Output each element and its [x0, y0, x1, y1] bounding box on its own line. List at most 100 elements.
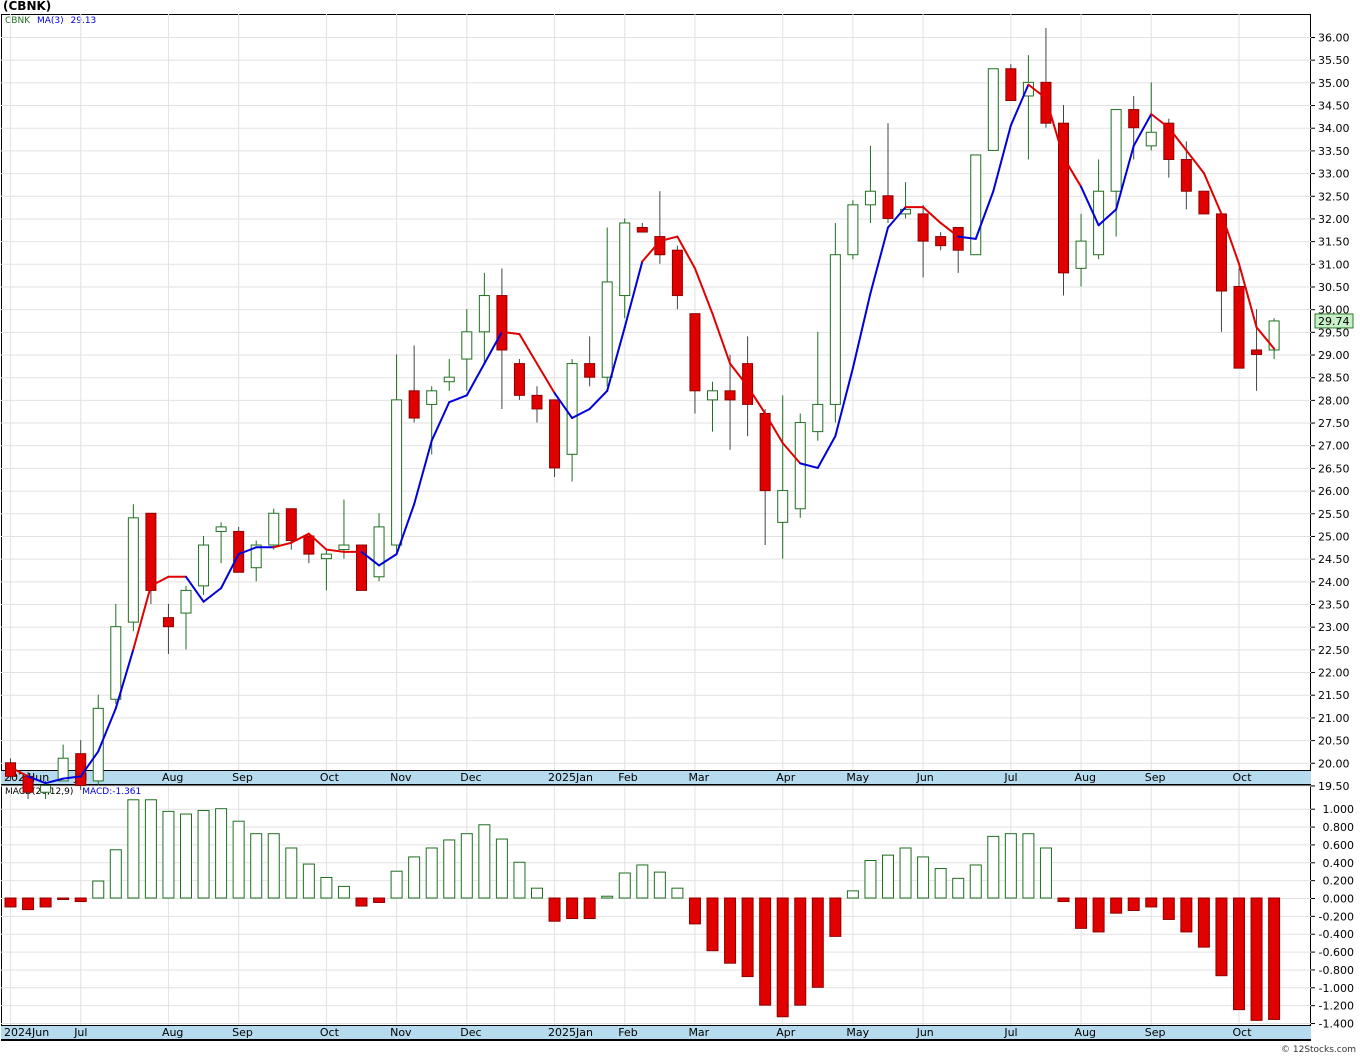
price-y-tick-label: 26.00 — [1318, 485, 1350, 498]
candle — [566, 359, 578, 482]
macd-bar — [566, 897, 579, 920]
price-x-tick-label: Oct — [320, 771, 340, 784]
macd-bar — [443, 839, 456, 899]
price-x-tick-label: Dec — [460, 771, 481, 784]
candle-body — [478, 295, 490, 333]
macd-bar — [144, 799, 157, 899]
price-date-axis — [1, 770, 1311, 785]
macd-y-tick-label: 0.800 — [1323, 821, 1355, 834]
ma3-segment — [974, 190, 995, 240]
macd-y-tick-label: 0.600 — [1323, 839, 1355, 852]
candle — [812, 331, 824, 441]
candle-body — [689, 313, 701, 392]
macd-bar — [1233, 897, 1245, 1011]
candle-body — [1180, 158, 1192, 192]
candle — [549, 399, 561, 477]
candle-body — [794, 422, 806, 510]
macd-x-tick-label: Sep — [1145, 1026, 1166, 1039]
legend-symbol: CBNK — [5, 16, 31, 26]
price-y-tick-label: 36.00 — [1318, 32, 1350, 45]
candle — [829, 222, 841, 423]
price-legend: CBNK MA(3) 29.13 — [5, 16, 96, 26]
candle-body — [250, 544, 262, 569]
ma3-segment — [272, 541, 293, 549]
candle-body — [917, 213, 929, 242]
ma3-segment — [816, 435, 837, 469]
ma3-segment — [588, 389, 609, 410]
candle-body — [1268, 320, 1280, 351]
price-y-tick-label: 24.50 — [1318, 553, 1350, 566]
macd-x-tick-label: Jun — [916, 1026, 934, 1039]
candle-body — [935, 236, 947, 247]
candle-body — [671, 249, 683, 297]
candle-body — [724, 390, 736, 401]
ma3-segment — [500, 330, 521, 336]
candle-body — [40, 784, 52, 793]
price-y-tick-label: 26.50 — [1318, 462, 1350, 475]
candle — [92, 694, 104, 786]
macd-x-tick-label: Feb — [618, 1026, 637, 1039]
candle-body — [391, 399, 403, 546]
macd-y-tick-label: -0.200 — [1319, 910, 1354, 923]
candle — [707, 381, 718, 432]
candle-body — [619, 222, 631, 297]
candle-body — [584, 363, 596, 378]
candle — [1040, 27, 1052, 128]
price-y-tick-label: 28.00 — [1318, 394, 1350, 407]
macd-bar — [1180, 897, 1193, 933]
candle — [461, 309, 473, 391]
ma3-segment — [97, 707, 117, 753]
macd-y-tick-label: 0.400 — [1323, 857, 1355, 870]
price-y-tick-label: 31.50 — [1318, 236, 1350, 249]
macd-bar — [109, 849, 122, 899]
macd-bar — [794, 897, 807, 1006]
candle — [654, 191, 666, 264]
candle — [408, 345, 420, 423]
price-y-tick-label: 19.50 — [1318, 780, 1350, 793]
candle — [391, 354, 403, 555]
macd-bar — [232, 820, 245, 899]
candle — [110, 604, 122, 704]
ma3-segment — [1027, 83, 1047, 100]
candle — [1233, 268, 1245, 369]
candle-body — [1145, 131, 1157, 147]
price-y-tick-label: 21.00 — [1318, 712, 1350, 725]
macd-bar — [4, 897, 17, 908]
ma3-segment — [1202, 172, 1223, 215]
credit-text: © 12Stocks.com — [1281, 1045, 1356, 1055]
macd-bar — [653, 871, 666, 899]
candle — [987, 68, 999, 151]
macd-bar — [1250, 897, 1263, 1021]
candle — [882, 123, 894, 223]
ma3-segment — [1167, 126, 1188, 152]
candle — [1093, 159, 1105, 260]
price-y-tick-label: 22.50 — [1318, 644, 1350, 657]
candle-body — [373, 526, 385, 578]
candle — [917, 204, 929, 278]
ma3-segment — [1080, 185, 1100, 227]
price-y-tick-label: 27.00 — [1318, 440, 1350, 453]
ma3-line — [9, 83, 1276, 785]
price-y-tick-label: 35.00 — [1318, 77, 1350, 90]
candle — [531, 386, 543, 423]
ma3-segment — [378, 553, 398, 567]
ma3-segment — [623, 260, 644, 329]
candle — [900, 182, 912, 219]
candle — [952, 227, 964, 273]
candle-body — [531, 394, 543, 410]
candle-body — [426, 390, 438, 405]
candle-body — [970, 154, 982, 256]
macd-bar — [373, 897, 386, 903]
macd-bar — [864, 859, 877, 899]
macd-bar — [1039, 847, 1052, 899]
ma3-segment — [44, 777, 65, 785]
candle-body — [812, 403, 824, 433]
macd-bar — [671, 887, 684, 899]
macd-bar — [934, 868, 947, 899]
candle-body — [601, 281, 613, 378]
candle — [1268, 318, 1280, 360]
grid-lines — [1, 14, 1311, 1025]
macd-bar — [390, 870, 403, 899]
price-y-tick-label: 34.50 — [1318, 100, 1350, 113]
price-x-tick-label: Apr — [776, 771, 796, 784]
